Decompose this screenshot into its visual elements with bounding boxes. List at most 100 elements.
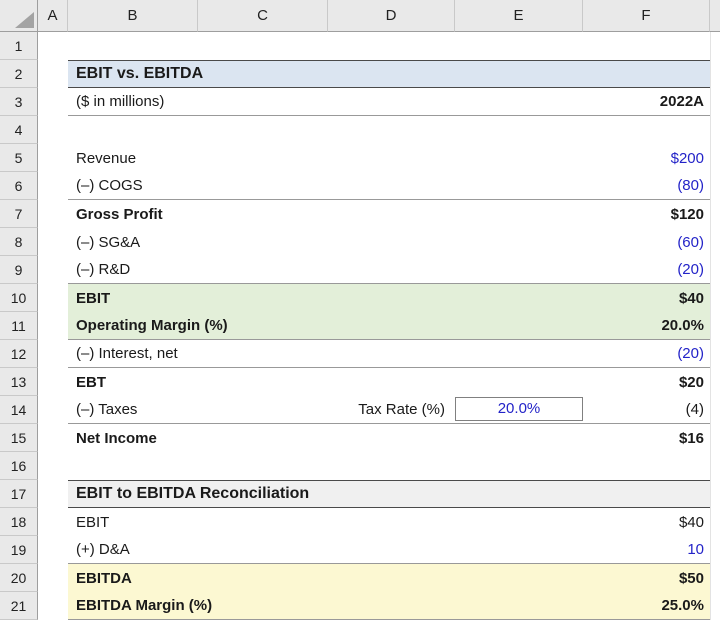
cell-E12[interactable] (455, 340, 583, 367)
cell-B7[interactable]: Gross Profit (68, 200, 198, 228)
cell-F11[interactable]: 20.0% (583, 312, 710, 339)
cell-A18[interactable] (38, 508, 68, 536)
cell-A6[interactable] (38, 172, 68, 200)
cell-A11[interactable] (38, 312, 68, 340)
cell-D17[interactable] (328, 481, 455, 507)
cell-C20[interactable] (198, 564, 328, 592)
cell-F18[interactable]: $40 (583, 508, 710, 536)
cell-A3[interactable] (38, 88, 68, 116)
cell-G14[interactable] (710, 396, 720, 424)
cell-D20[interactable] (328, 564, 455, 592)
cell-D3[interactable] (328, 88, 455, 115)
cell-G10[interactable] (710, 284, 720, 312)
cell-G16[interactable] (710, 452, 720, 480)
cell-G4[interactable] (710, 116, 720, 144)
cell-E20[interactable] (455, 564, 583, 592)
cell-B19[interactable]: (+) D&A (68, 536, 198, 563)
column-header-D[interactable]: D (328, 0, 455, 32)
cell-F9[interactable]: (20) (583, 256, 710, 283)
row-header-17[interactable]: 17 (0, 480, 38, 508)
cell-G8[interactable] (710, 228, 720, 256)
cell-B14[interactable]: (–) Taxes (68, 396, 198, 423)
row-header-15[interactable]: 15 (0, 424, 38, 452)
cell-B20[interactable]: EBITDA (68, 564, 198, 592)
cell-C6[interactable] (198, 172, 328, 199)
cell-C2[interactable] (198, 61, 328, 87)
row-header-16[interactable]: 16 (0, 452, 38, 480)
cell-E19[interactable] (455, 536, 583, 563)
cell-G17[interactable] (710, 480, 720, 508)
cell-F17[interactable] (583, 481, 710, 507)
cell-C9[interactable] (198, 256, 328, 283)
row-header-13[interactable]: 13 (0, 368, 38, 396)
cell-G7[interactable] (710, 200, 720, 228)
cell-D12[interactable] (328, 340, 455, 367)
cell-B8[interactable]: (–) SG&A (68, 228, 198, 256)
cell-G1[interactable] (710, 32, 720, 60)
cell-A21[interactable] (38, 592, 68, 620)
cell-F19[interactable]: 10 (583, 536, 710, 563)
cell-A13[interactable] (38, 368, 68, 396)
cell-F7[interactable]: $120 (583, 200, 710, 228)
cell-G12[interactable] (710, 340, 720, 368)
cell-D16[interactable] (328, 452, 455, 480)
cell-A20[interactable] (38, 564, 68, 592)
cell-F12[interactable]: (20) (583, 340, 710, 367)
row-header-21[interactable]: 21 (0, 592, 38, 620)
cell-E10[interactable] (455, 284, 583, 312)
cell-D21[interactable] (328, 592, 455, 619)
cell-F3[interactable]: 2022A (583, 88, 710, 115)
cell-F6[interactable]: (80) (583, 172, 710, 199)
cell-F13[interactable]: $20 (583, 368, 710, 396)
cell-B4[interactable] (68, 116, 198, 144)
cell-D6[interactable] (328, 172, 455, 199)
cell-C21[interactable] (198, 592, 328, 619)
row-header-18[interactable]: 18 (0, 508, 38, 536)
cell-D13[interactable] (328, 368, 455, 396)
column-header-C[interactable]: C (198, 0, 328, 32)
cell-A5[interactable] (38, 144, 68, 172)
cell-B10[interactable]: EBIT (68, 284, 198, 312)
row-header-12[interactable]: 12 (0, 340, 38, 368)
cell-G19[interactable] (710, 536, 720, 564)
cell-B2[interactable]: EBIT vs. EBITDA (68, 61, 203, 87)
row-header-6[interactable]: 6 (0, 172, 38, 200)
column-header-A[interactable]: A (38, 0, 68, 32)
column-header-B[interactable]: B (68, 0, 198, 32)
cell-D7[interactable] (328, 200, 455, 228)
cell-A12[interactable] (38, 340, 68, 368)
cell-B5[interactable]: Revenue (68, 144, 198, 172)
cell-C15[interactable] (198, 424, 328, 452)
row-header-19[interactable]: 19 (0, 536, 38, 564)
row-header-7[interactable]: 7 (0, 200, 38, 228)
cell-B11[interactable]: Operating Margin (%) (68, 312, 228, 339)
row-header-20[interactable]: 20 (0, 564, 38, 592)
cell-D1[interactable] (328, 32, 455, 60)
cell-G6[interactable] (710, 172, 720, 200)
cell-G13[interactable] (710, 368, 720, 396)
cell-E7[interactable] (455, 200, 583, 228)
cell-D14[interactable]: Tax Rate (%) (328, 396, 455, 423)
cell-F5[interactable]: $200 (583, 144, 710, 172)
cell-E17[interactable] (455, 481, 583, 507)
cell-F4[interactable] (583, 116, 710, 144)
cell-F8[interactable]: (60) (583, 228, 710, 256)
cell-E4[interactable] (455, 116, 583, 144)
column-header-E[interactable]: E (455, 0, 583, 32)
cell-E14[interactable]: 20.0% (455, 396, 583, 423)
cell-A14[interactable] (38, 396, 68, 424)
cell-C10[interactable] (198, 284, 328, 312)
cell-F1[interactable] (583, 32, 710, 60)
cell-F20[interactable]: $50 (583, 564, 710, 592)
cell-A15[interactable] (38, 424, 68, 452)
row-header-3[interactable]: 3 (0, 88, 38, 116)
cell-C3[interactable] (198, 88, 328, 115)
cell-G3[interactable] (710, 88, 720, 116)
row-header-9[interactable]: 9 (0, 256, 38, 284)
row-header-2[interactable]: 2 (0, 60, 38, 88)
cell-D2[interactable] (328, 61, 455, 87)
cell-B21[interactable]: EBITDA Margin (%) (68, 592, 212, 619)
cell-A10[interactable] (38, 284, 68, 312)
cell-G15[interactable] (710, 424, 720, 452)
cell-D5[interactable] (328, 144, 455, 172)
